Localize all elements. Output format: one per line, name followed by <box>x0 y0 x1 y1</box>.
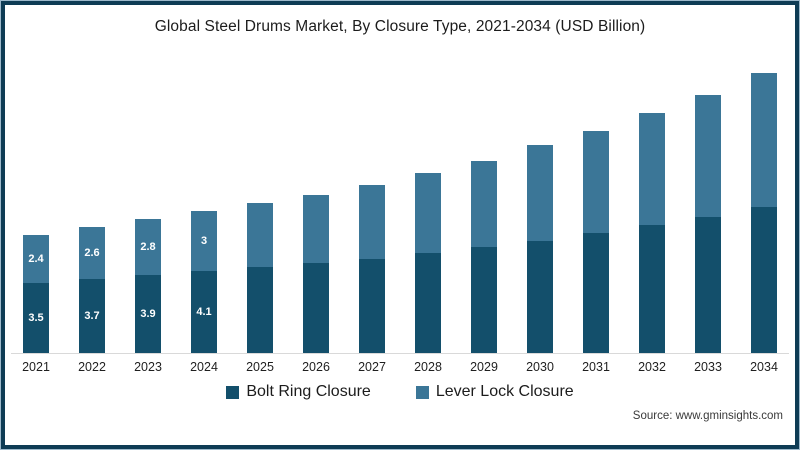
bar-segment-lever-lock: 3 <box>191 211 217 271</box>
bar-segment-bolt-ring <box>359 259 385 353</box>
bar-segment-bolt-ring <box>471 247 497 353</box>
x-axis-label-2034: 2034 <box>750 360 778 374</box>
bar-segment-lever-lock: 2.6 <box>79 227 105 279</box>
x-axis-label-2027: 2027 <box>358 360 386 374</box>
bar-2034 <box>751 73 777 353</box>
x-axis-label-2029: 2029 <box>470 360 498 374</box>
bar-segment-lever-lock <box>415 173 441 253</box>
bar-value-label: 3.9 <box>140 307 156 320</box>
bar-segment-lever-lock: 2.4 <box>23 235 49 283</box>
source-attribution: Source: www.gminsights.com <box>632 410 783 422</box>
bar-value-label: 2.4 <box>28 252 44 265</box>
x-axis-label-2026: 2026 <box>302 360 330 374</box>
bar-2026 <box>303 195 329 353</box>
bar-segment-bolt-ring <box>303 263 329 353</box>
bar-segment-lever-lock <box>639 113 665 225</box>
bar-2024: 3 4.1 <box>191 211 217 353</box>
bar-2025 <box>247 203 273 353</box>
legend-label-lever-lock: Lever Lock Closure <box>435 383 574 400</box>
x-axis-label-2025: 2025 <box>246 360 274 374</box>
bar-segment-lever-lock <box>583 131 609 233</box>
bar-segment-bolt-ring <box>695 217 721 353</box>
bar-value-label: 2.8 <box>140 240 156 253</box>
bar-segment-lever-lock <box>303 195 329 263</box>
bar-value-label: 4.1 <box>196 305 212 318</box>
x-axis-label-2033: 2033 <box>694 360 722 374</box>
chart-title: Global Steel Drums Market, By Closure Ty… <box>154 18 646 35</box>
bar-2027 <box>359 185 385 353</box>
bar-2028 <box>415 173 441 353</box>
bar-2033 <box>695 95 721 353</box>
bar-2029 <box>471 161 497 353</box>
bar-segment-lever-lock <box>359 185 385 259</box>
x-axis-label-2023: 2023 <box>134 360 162 374</box>
lever-lock-swatch-icon <box>415 385 429 399</box>
bar-2031 <box>583 131 609 353</box>
x-axis-label-2031: 2031 <box>582 360 610 374</box>
bar-2021: 2.4 3.5 <box>23 235 49 353</box>
bar-segment-bolt-ring <box>415 253 441 353</box>
bar-2032 <box>639 113 665 353</box>
plot-area: 2.4 3.5 2.6 3.7 2.8 3.9 3 4.1 <box>11 63 789 353</box>
bar-segment-bolt-ring <box>583 233 609 353</box>
bar-value-label: 3.5 <box>28 311 44 324</box>
bar-value-label: 2.6 <box>84 246 100 259</box>
x-axis-label-2030: 2030 <box>526 360 554 374</box>
legend-item-lever-lock: Lever Lock Closure <box>415 383 574 401</box>
bolt-ring-swatch-icon <box>226 385 240 399</box>
x-axis-line: 2.4 3.5 2.6 3.7 2.8 3.9 3 4.1 <box>11 63 789 354</box>
bar-2030 <box>527 145 553 353</box>
bar-segment-lever-lock <box>751 73 777 207</box>
legend-item-bolt-ring: Bolt Ring Closure <box>226 383 371 401</box>
bar-segment-bolt-ring <box>527 241 553 353</box>
bar-2022: 2.6 3.7 <box>79 227 105 353</box>
bar-segment-bolt-ring: 4.1 <box>191 271 217 353</box>
bar-segment-bolt-ring: 3.5 <box>23 283 49 353</box>
x-axis-label-2028: 2028 <box>414 360 442 374</box>
x-axis-label-2021: 2021 <box>22 360 50 374</box>
bar-segment-lever-lock: 2.8 <box>135 219 161 275</box>
bar-segment-lever-lock <box>247 203 273 267</box>
bar-segment-lever-lock <box>527 145 553 241</box>
bar-segment-bolt-ring <box>751 207 777 353</box>
legend-label-bolt-ring: Bolt Ring Closure <box>246 383 371 400</box>
x-axis-label-2022: 2022 <box>78 360 106 374</box>
x-axis-label-2032: 2032 <box>638 360 666 374</box>
bar-segment-bolt-ring <box>247 267 273 353</box>
bar-2023: 2.8 3.9 <box>135 219 161 353</box>
x-axis-labels: 2021 2022 2023 2024 2025 2026 2027 2028 2029 2030… <box>11 354 789 374</box>
bar-segment-bolt-ring: 3.9 <box>135 275 161 353</box>
legend: Bolt Ring Closure Lever Lock Closure <box>5 383 795 401</box>
bar-segment-lever-lock <box>471 161 497 247</box>
bar-value-label: 3.7 <box>84 309 100 322</box>
bar-value-label: 3 <box>200 234 208 247</box>
bar-segment-bolt-ring <box>639 225 665 353</box>
x-axis-label-2024: 2024 <box>190 360 218 374</box>
bar-segment-lever-lock <box>695 95 721 217</box>
bar-segment-bolt-ring: 3.7 <box>79 279 105 353</box>
